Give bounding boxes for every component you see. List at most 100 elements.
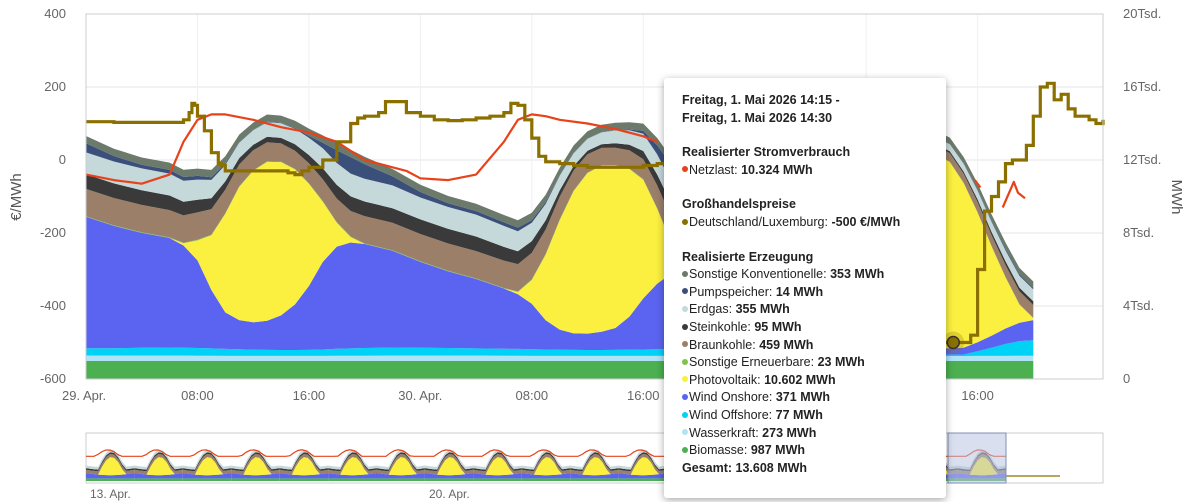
- area-braunkohle: [86, 142, 1034, 333]
- nav-area: [231, 478, 280, 481]
- netzlast-line: [85, 113, 658, 185]
- y-left-tick: -600: [40, 371, 66, 386]
- tooltip-row-value: 23 MWh: [817, 355, 865, 370]
- nav-area: [618, 478, 668, 481]
- tooltip-row-value: 353 MWh: [830, 267, 885, 282]
- tooltip-title-line1: Freitag, 1. Mai 2026 14:15 -: [682, 93, 840, 107]
- y-right-tick: 20Tsd.: [1123, 6, 1161, 21]
- tooltip-row: Deutschland/Luxemburg: -500 €/MWh: [682, 214, 930, 232]
- navigator-tick: 13. Apr.: [90, 487, 131, 501]
- netzlast-line-fragment: [973, 179, 982, 189]
- tooltip-row: Netzlast: 10.324 MWh: [682, 162, 930, 180]
- nav-area: [328, 449, 377, 470]
- tooltip-row-value: 355 MWh: [735, 302, 790, 317]
- nav-area: [182, 449, 232, 470]
- nav-area: [231, 452, 280, 472]
- nav-area: [279, 478, 329, 481]
- nav-area: [328, 453, 377, 475]
- nav-area: [328, 452, 377, 472]
- nav-area: [328, 478, 377, 481]
- nav-area: [424, 453, 474, 475]
- tooltip-total: Gesamt: 13.608 MWh: [682, 460, 808, 475]
- netzlast-line-fragment: [1001, 180, 1026, 208]
- tooltip-row: Steinkohle: 95 MWh: [682, 319, 930, 337]
- nav-area: [376, 457, 425, 476]
- legend-dot-icon: [682, 429, 688, 436]
- tooltip-row-label: Steinkohle: [689, 319, 748, 334]
- nav-area: [328, 457, 377, 476]
- tooltip-row-label: Photovoltaik: [689, 372, 758, 387]
- nav-area: [521, 453, 571, 475]
- nav-area: [473, 473, 522, 479]
- plot-frame: [85, 13, 1104, 380]
- y-left-tick: -400: [40, 298, 66, 313]
- nav-area: [279, 453, 329, 475]
- x-tick: 08:00: [516, 388, 549, 403]
- price-line: [86, 81, 1105, 345]
- tooltip-row-label: Biomasse: [689, 443, 744, 458]
- tooltip: Freitag, 1. Mai 2026 14:15 - Freitag, 1.…: [664, 78, 946, 498]
- y-left-tick: -200: [40, 225, 66, 240]
- tooltip-row: Biomasse: 987 MWh: [682, 442, 930, 460]
- tooltip-row-value: 10.602 MWh: [764, 372, 836, 387]
- nav-area: [521, 457, 571, 476]
- tooltip-row-label: Wind Offshore: [689, 407, 769, 422]
- legend-dot-icon: [682, 323, 688, 330]
- tooltip-consumption-list: Netzlast: 10.324 MWh: [682, 162, 930, 180]
- tooltip-row-label: Braunkohle: [689, 337, 753, 352]
- tooltip-row: Wasserkraft: 273 MWh: [682, 425, 930, 443]
- tooltip-row-label: Wind Onshore: [689, 390, 769, 405]
- nav-area: [134, 452, 183, 472]
- navigator-selection[interactable]: [947, 432, 1007, 484]
- navigator-tick: 20. Apr.: [429, 487, 470, 501]
- y-right-tick: 8Tsd.: [1123, 225, 1154, 240]
- nav-area: [182, 478, 232, 481]
- x-tick: 08:00: [181, 388, 214, 403]
- nav-area: [473, 453, 522, 475]
- tooltip-row: Pumpspeicher: 14 MWh: [682, 284, 930, 302]
- nav-area: [86, 478, 135, 481]
- nav-area: [279, 449, 329, 470]
- nav-area: [424, 473, 474, 479]
- nav-area: [86, 452, 135, 472]
- tooltip-row-label: Netzlast: [689, 162, 735, 177]
- nav-area: [86, 453, 135, 475]
- nav-area: [134, 478, 183, 481]
- nav-area: [231, 473, 280, 479]
- nav-area: [570, 457, 619, 476]
- nav-area: [279, 457, 329, 476]
- tooltip-row-label: Pumpspeicher: [689, 284, 769, 299]
- nav-area: [473, 452, 522, 472]
- nav-area: [570, 452, 619, 472]
- legend-dot-icon: [682, 306, 688, 313]
- tooltip-row: Wind Offshore: 77 MWh: [682, 407, 930, 425]
- nav-area: [86, 473, 135, 479]
- nav-area: [182, 473, 232, 479]
- nav-area: [618, 457, 668, 476]
- nav-area: [86, 449, 135, 470]
- tooltip-row-label: Wasserkraft: [689, 425, 756, 440]
- chart-lines: [85, 81, 1105, 354]
- legend-dot-icon: [682, 270, 688, 277]
- tooltip-row-value: 273 MWh: [762, 425, 817, 440]
- nav-area: [424, 449, 474, 470]
- nav-area: [618, 452, 668, 472]
- tooltip-section-prices: Großhandelspreise: [682, 197, 796, 212]
- nav-area: [376, 478, 425, 481]
- nav-area: [182, 452, 232, 472]
- nav-area: [86, 457, 135, 476]
- nav-area: [231, 449, 280, 470]
- nav-area: [570, 449, 619, 470]
- nav-area: [521, 452, 571, 472]
- x-tick: 16:00: [961, 388, 994, 403]
- tooltip-row: Erdgas: 355 MWh: [682, 301, 930, 319]
- tooltip-row-value: 95 MWh: [754, 319, 802, 334]
- hover-marker[interactable]: [946, 335, 960, 350]
- tooltip-row: Wind Onshore: 371 MWh: [682, 389, 930, 407]
- nav-area: [376, 453, 425, 475]
- nav-area: [618, 449, 668, 470]
- legend-dot-icon: [682, 358, 688, 365]
- navigator[interactable]: 13. Apr. 20. Apr.: [85, 432, 1104, 501]
- tooltip-row: Braunkohle: 459 MWh: [682, 337, 930, 355]
- nav-area: [231, 457, 280, 476]
